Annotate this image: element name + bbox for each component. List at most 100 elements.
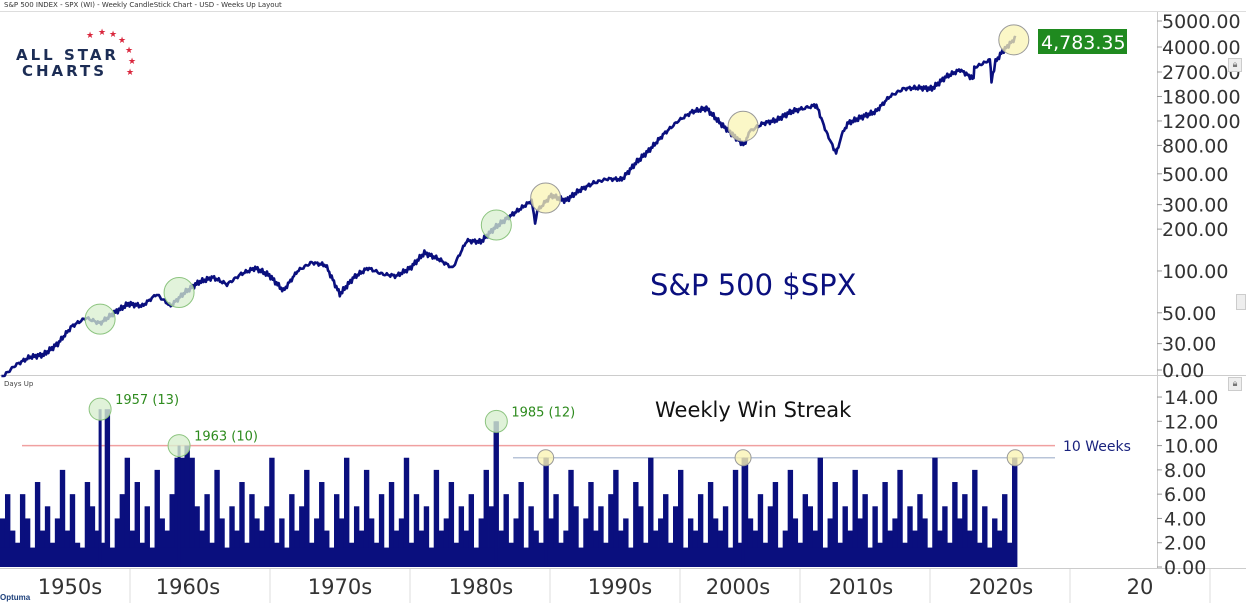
streak-bar — [658, 518, 664, 567]
streak-bar — [159, 518, 165, 567]
svg-text:★: ★ — [109, 30, 117, 40]
streak-bar — [304, 469, 310, 567]
lock-icon[interactable]: 🔒︎ — [1228, 377, 1242, 391]
streak-bar — [528, 506, 534, 567]
streak-bar — [553, 494, 559, 567]
price-tick-label: 30.00 — [1162, 334, 1216, 356]
streak-bar — [0, 518, 6, 567]
streak-bar — [872, 506, 878, 567]
streak-bar — [513, 518, 519, 567]
streak-bar — [314, 518, 320, 567]
streak-bar — [169, 494, 175, 567]
streak-bar — [982, 506, 988, 567]
streak-bar — [319, 482, 325, 567]
streak-bar — [897, 469, 903, 567]
yellow-highlight-circle — [530, 182, 562, 214]
streak-peak-bar — [544, 457, 548, 567]
yellow-peak-circle — [537, 449, 555, 467]
streak-bar — [388, 482, 395, 567]
streak-bar — [952, 482, 958, 567]
streak-bar — [4, 494, 11, 567]
streak-bar — [932, 457, 938, 567]
green-peak-circle — [88, 397, 112, 421]
streak-bar — [448, 482, 455, 567]
streak-bar — [742, 457, 749, 567]
streak-bar — [962, 494, 968, 567]
streak-bar — [19, 494, 26, 567]
streak-bar — [189, 457, 195, 567]
price-tick-label: 1800.00 — [1162, 86, 1241, 108]
streak-bar — [443, 518, 450, 567]
green-highlight-circle — [480, 209, 512, 241]
green-highlight-circle — [163, 276, 195, 308]
streak-peak-bar — [177, 445, 181, 567]
price-tick-label: 2700.00 — [1162, 62, 1241, 84]
streak-bar — [767, 506, 774, 567]
streak-bar — [857, 518, 863, 567]
streak-bar — [423, 506, 430, 567]
streak-peak-bar — [741, 457, 745, 567]
streak-bar — [279, 518, 285, 567]
peak-label: 1963 (10) — [194, 430, 258, 445]
price-tick-label: 100.00 — [1162, 261, 1228, 283]
green-peak-circle — [167, 434, 191, 458]
streak-bar — [907, 506, 913, 567]
yellow-peak-circle — [1006, 449, 1024, 467]
streak-bar — [214, 469, 220, 567]
streak-bar — [488, 506, 494, 567]
streak-bar — [54, 518, 61, 567]
streak-bar — [518, 482, 524, 567]
streak-bar — [124, 457, 131, 567]
ref-line-label: 10 Weeks — [1063, 439, 1131, 455]
streak-bar — [922, 518, 928, 567]
streak-peak-bar — [494, 421, 498, 567]
streak-bar — [368, 518, 375, 567]
lock-icon[interactable]: 🔒︎ — [1228, 58, 1242, 72]
price-chart-title: S&P 500 $SPX — [650, 268, 857, 302]
x-axis-label: 2020s — [969, 575, 1033, 599]
streak-bar — [772, 482, 779, 567]
streak-bar — [413, 494, 420, 567]
last-price-badge — [1038, 29, 1127, 54]
streak-bar — [802, 494, 809, 567]
x-axis-label: 1950s — [38, 575, 102, 599]
streak-bar — [583, 518, 589, 567]
streak-tick-label: 14.00 — [1164, 387, 1218, 409]
streak-bar — [119, 494, 126, 567]
stars-ring-icon: ★ ★ ★★★★★ — [86, 28, 136, 78]
streak-bar — [732, 469, 739, 567]
price-tick-label: 500.00 — [1162, 164, 1228, 186]
price-tick-label: 50.00 — [1162, 303, 1216, 325]
streak-bar — [398, 518, 405, 567]
streak-bar — [757, 494, 764, 567]
price-tick-label: 5000.00 — [1162, 11, 1241, 33]
streak-bar — [269, 457, 275, 567]
streak-bar — [623, 518, 629, 567]
streak-bar — [204, 494, 210, 567]
streak-bar — [842, 506, 848, 567]
logo-line1: ALL STAR — [16, 46, 119, 64]
streak-bar — [707, 482, 714, 567]
streak-bar — [353, 506, 360, 567]
streak-bar — [957, 518, 963, 567]
streak-bar — [299, 506, 305, 567]
streak-bar — [229, 506, 235, 567]
streak-bar — [363, 469, 370, 567]
streak-bar — [648, 457, 654, 567]
streak-bar — [194, 506, 200, 567]
streak-bar — [992, 518, 998, 567]
streak-bar — [722, 506, 729, 567]
streak-bar — [663, 494, 669, 567]
streak-bar — [134, 482, 140, 567]
streak-bar — [59, 469, 66, 567]
x-axis-label: 1970s — [308, 575, 372, 599]
streak-bar — [219, 518, 225, 567]
streak-bar — [673, 506, 679, 567]
svg-text:★: ★ — [128, 57, 136, 67]
streak-bar — [573, 506, 579, 567]
green-peak-circle — [484, 409, 508, 433]
scroll-handle[interactable] — [1236, 294, 1246, 310]
streak-bar — [154, 469, 160, 567]
optuma-logo: Optuma — [0, 593, 31, 602]
streak-bar — [598, 506, 604, 567]
